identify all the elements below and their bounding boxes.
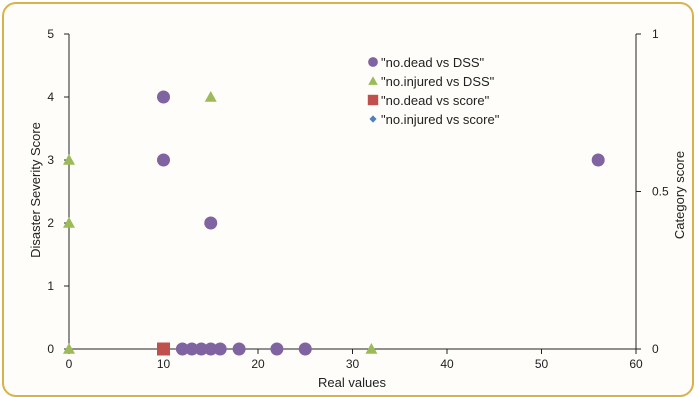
axes xyxy=(64,33,641,354)
data-point xyxy=(204,216,218,230)
data-point xyxy=(175,342,189,356)
data-point xyxy=(63,154,75,165)
y-tick-label: 4 xyxy=(47,90,54,104)
y-tick-label: 1 xyxy=(47,279,54,293)
legend-label: "no.injured vs DSS" xyxy=(381,74,495,89)
x-tick-label: 30 xyxy=(346,357,360,371)
data-point xyxy=(157,90,170,104)
data-point xyxy=(232,342,246,356)
x-tick-label: 10 xyxy=(157,357,171,371)
x-tick-label: 60 xyxy=(629,357,643,371)
legend: "no.dead vs DSS" "no.injured vs DSS" "no.d… xyxy=(367,55,500,127)
data-point xyxy=(204,91,217,102)
data-point xyxy=(185,342,199,356)
data-point xyxy=(63,343,75,354)
y-tick-label: 3 xyxy=(47,153,54,167)
x-tick-label: 0 xyxy=(66,357,73,371)
data-point xyxy=(270,342,284,356)
y-axis-title: Disaster Severity Score xyxy=(28,122,43,258)
x-tick-label: 20 xyxy=(251,357,265,371)
y2-axis-title: Category score xyxy=(672,151,687,239)
y2-tick-label: 0.5 xyxy=(652,185,669,199)
data-point xyxy=(63,217,75,228)
x-tick-label: 50 xyxy=(535,357,549,371)
y2-tick-label: 0 xyxy=(652,342,659,356)
data-point xyxy=(591,153,605,167)
data-point xyxy=(204,342,218,356)
data-point xyxy=(194,342,208,356)
y-tick-label: 0 xyxy=(47,342,54,356)
legend-label: "no.dead vs score" xyxy=(381,93,490,108)
legend-marker xyxy=(369,115,377,123)
data-point xyxy=(157,342,170,356)
legend-label: "no.dead vs DSS" xyxy=(381,55,485,70)
legend-marker xyxy=(368,76,378,85)
data-point xyxy=(298,342,312,356)
data-points xyxy=(63,90,605,356)
y2-tick-label: 1 xyxy=(652,27,659,41)
data-point xyxy=(157,153,170,167)
data-point xyxy=(365,343,378,354)
data-point xyxy=(213,342,227,356)
y-tick-label: 2 xyxy=(47,216,54,230)
x-tick-label: 40 xyxy=(440,357,454,371)
legend-label: "no.injured vs score" xyxy=(381,112,500,127)
y-tick-label: 5 xyxy=(47,27,54,41)
legend-marker xyxy=(367,94,379,106)
legend-marker xyxy=(368,57,378,67)
x-axis-title: Real values xyxy=(318,375,386,390)
